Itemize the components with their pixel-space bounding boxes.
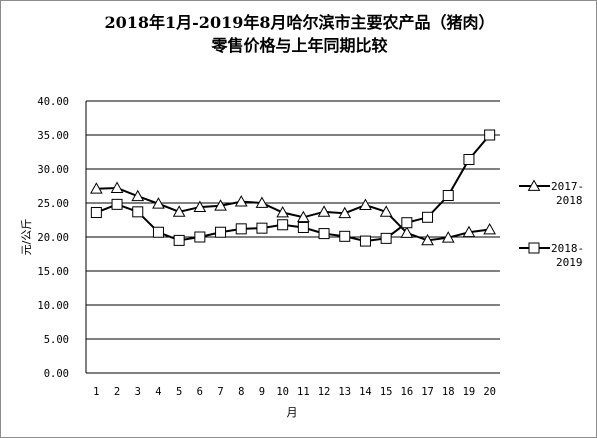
legend-marker	[527, 179, 541, 191]
y-tick-label: 35.00	[37, 130, 69, 142]
legend: 2017-2018 2018-2019	[519, 179, 584, 269]
data-point	[277, 219, 289, 231]
series	[90, 129, 496, 247]
y-tick-label: 10.00	[37, 300, 69, 312]
x-tick-label: 15	[380, 386, 393, 398]
data-point	[339, 230, 351, 242]
gridlines	[86, 100, 500, 340]
y-tick-label: 30.00	[37, 164, 69, 176]
data-point	[90, 182, 103, 194]
data-point	[297, 221, 309, 233]
data-point	[463, 153, 475, 165]
series-2018-2019	[90, 129, 496, 247]
series-line	[95, 134, 491, 243]
x-tick-label: 5	[176, 386, 182, 398]
data-point	[317, 205, 331, 217]
data-point	[111, 198, 123, 210]
data-point	[441, 231, 455, 243]
legend-item: 2017-2018	[519, 179, 584, 207]
y-tick-label: 40.00	[37, 96, 69, 108]
y-tick-label: 25.00	[37, 198, 69, 210]
legend-item: 2018-2019	[519, 242, 584, 269]
x-tick-label: 8	[238, 386, 244, 398]
x-tick-label: 17	[421, 386, 434, 398]
legend-label-line-1: 2018-	[551, 242, 584, 255]
data-point	[400, 226, 414, 238]
data-point	[462, 225, 476, 238]
x-tick-label: 7	[217, 386, 223, 398]
data-point	[318, 228, 330, 240]
legend-label-line-1: 2017-	[551, 180, 584, 193]
x-tick-label: 13	[338, 386, 351, 398]
data-point	[214, 199, 227, 211]
y-tick-label: 15.00	[37, 266, 69, 278]
x-tick-label: 2	[114, 386, 120, 398]
y-tick-label: 0.00	[44, 368, 69, 380]
x-tick-label: 11	[297, 386, 310, 398]
chart-title-line-2: 零售价格与上年同期比较	[211, 36, 388, 55]
legend-marker	[528, 242, 540, 254]
data-point	[379, 205, 393, 217]
x-tick-label: 19	[463, 386, 476, 398]
x-tick-label: 14	[359, 386, 372, 398]
data-point	[194, 231, 206, 243]
data-point	[276, 205, 289, 218]
data-point	[359, 198, 372, 210]
data-point	[234, 195, 248, 207]
data-point	[401, 217, 413, 229]
axes	[85, 101, 500, 374]
data-point	[297, 210, 310, 223]
data-point	[255, 196, 269, 208]
x-axis-title: 月	[287, 406, 298, 419]
x-tick-label: 16	[401, 386, 414, 398]
x-tick-label: 10	[276, 386, 289, 398]
y-axis-title: 元/公斤	[20, 219, 33, 256]
x-tick-label: 20	[483, 386, 496, 398]
legend-label-line-2: 2019	[556, 256, 583, 269]
x-tick-labels: 1 2 3 4 5 6 7 8 9 10 11 12 13 14 15 16 17 18 19 20	[93, 386, 496, 398]
x-tick-label: 3	[135, 386, 141, 398]
data-point	[132, 206, 144, 218]
data-point	[193, 200, 207, 212]
x-tick-label: 1	[93, 386, 99, 398]
chart-title: 2018年1月-2019年8月哈尔滨市主要农产品（猪肉） 零售价格与上年同期比较	[1, 11, 597, 57]
data-point	[442, 190, 454, 202]
y-tick-label: 5.00	[44, 334, 69, 346]
data-point	[338, 206, 352, 219]
data-point	[172, 205, 186, 217]
x-tick-label: 4	[155, 386, 161, 398]
data-point	[152, 197, 165, 209]
x-tick-label: 6	[197, 386, 203, 398]
data-point	[359, 235, 371, 247]
data-point	[235, 223, 247, 235]
data-point	[421, 233, 434, 246]
data-point	[380, 232, 392, 244]
y-tick-labels: 0.00 5.00 10.00 15.00 20.00 25.00 30.00 35.00 40…	[37, 96, 69, 380]
data-point	[173, 234, 185, 246]
data-point	[215, 226, 227, 238]
data-point	[131, 189, 145, 202]
series-2017-2018	[90, 181, 496, 246]
x-tick-label: 9	[259, 386, 265, 398]
chart-title-line-1: 2018年1月-2019年8月哈尔滨市主要农产品（猪肉）	[104, 13, 495, 32]
data-point	[256, 222, 268, 234]
data-point	[422, 211, 434, 223]
legend-label-line-2: 2018	[556, 194, 583, 207]
data-point	[152, 226, 164, 238]
data-point	[90, 207, 102, 219]
data-point	[110, 181, 124, 193]
data-point	[483, 222, 496, 235]
y-tick-label: 20.00	[37, 232, 69, 244]
x-tick-label: 18	[442, 386, 455, 398]
data-point	[484, 129, 496, 141]
x-tick-label: 12	[318, 386, 331, 398]
